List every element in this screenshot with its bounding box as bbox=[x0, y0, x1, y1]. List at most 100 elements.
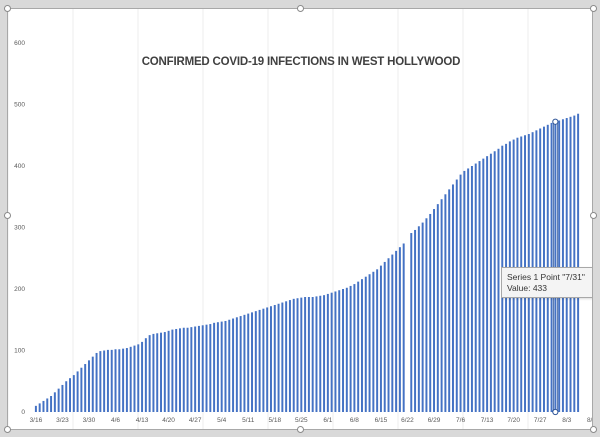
bar[interactable] bbox=[197, 325, 200, 412]
bar[interactable] bbox=[379, 265, 382, 412]
resize-handle-bottom-left[interactable] bbox=[4, 426, 11, 433]
bar[interactable] bbox=[429, 213, 432, 412]
bar[interactable] bbox=[319, 295, 322, 412]
bar[interactable] bbox=[326, 293, 329, 412]
selection-handle[interactable] bbox=[552, 118, 559, 125]
bar[interactable] bbox=[285, 301, 288, 412]
bar[interactable] bbox=[163, 332, 166, 412]
bar[interactable] bbox=[391, 254, 394, 412]
bar[interactable] bbox=[76, 371, 79, 412]
bar[interactable] bbox=[383, 261, 386, 412]
bar[interactable] bbox=[110, 349, 113, 412]
bar[interactable] bbox=[182, 327, 185, 412]
bar[interactable] bbox=[292, 298, 295, 412]
resize-handle-top-right[interactable] bbox=[590, 5, 597, 12]
bar[interactable] bbox=[402, 243, 405, 412]
bar[interactable] bbox=[220, 321, 223, 412]
bar[interactable] bbox=[364, 276, 367, 412]
bar[interactable] bbox=[80, 367, 83, 412]
bar[interactable] bbox=[103, 350, 106, 413]
bar[interactable] bbox=[114, 349, 117, 412]
bar[interactable] bbox=[273, 304, 276, 412]
bar[interactable] bbox=[269, 306, 272, 412]
bar[interactable] bbox=[414, 229, 417, 412]
bar[interactable] bbox=[387, 258, 390, 412]
bar[interactable] bbox=[160, 332, 162, 412]
bar[interactable] bbox=[243, 314, 246, 412]
bar[interactable] bbox=[410, 233, 413, 412]
bar[interactable] bbox=[251, 312, 253, 412]
resize-handle-top-middle[interactable] bbox=[297, 5, 304, 12]
bar[interactable] bbox=[228, 319, 231, 412]
bar[interactable] bbox=[53, 392, 56, 412]
bar[interactable] bbox=[156, 333, 159, 412]
bar[interactable] bbox=[338, 290, 341, 412]
bar[interactable] bbox=[133, 345, 136, 412]
bar[interactable] bbox=[489, 153, 492, 412]
bar[interactable] bbox=[239, 316, 242, 412]
bar[interactable] bbox=[137, 344, 140, 412]
bar[interactable] bbox=[357, 281, 360, 412]
resize-handle-top-left[interactable] bbox=[4, 5, 11, 12]
bar[interactable] bbox=[190, 327, 193, 412]
bar[interactable] bbox=[421, 222, 424, 412]
bar[interactable] bbox=[360, 279, 363, 412]
bar[interactable] bbox=[497, 148, 500, 412]
bar[interactable] bbox=[288, 300, 291, 412]
bar[interactable] bbox=[201, 325, 204, 412]
resize-handle-bottom-middle[interactable] bbox=[297, 426, 304, 433]
bar[interactable] bbox=[281, 302, 284, 412]
bar[interactable] bbox=[296, 298, 299, 412]
bar[interactable] bbox=[463, 170, 466, 412]
resize-handle-bottom-right[interactable] bbox=[590, 426, 597, 433]
bar[interactable] bbox=[349, 285, 352, 412]
bar[interactable] bbox=[436, 204, 439, 412]
bar[interactable] bbox=[57, 388, 60, 412]
bar[interactable] bbox=[577, 113, 580, 412]
bar[interactable] bbox=[205, 324, 208, 412]
bar[interactable] bbox=[84, 364, 87, 412]
bar[interactable] bbox=[42, 400, 45, 412]
bar[interactable] bbox=[118, 349, 121, 412]
bar[interactable] bbox=[345, 287, 348, 412]
bar[interactable] bbox=[467, 168, 470, 412]
bar[interactable] bbox=[334, 291, 337, 412]
bar[interactable] bbox=[417, 226, 420, 412]
bar[interactable] bbox=[372, 271, 375, 412]
bar[interactable] bbox=[122, 348, 125, 412]
bar[interactable] bbox=[178, 328, 181, 412]
bar[interactable] bbox=[65, 381, 68, 412]
bar[interactable] bbox=[38, 403, 41, 412]
bar[interactable] bbox=[46, 398, 49, 412]
bar[interactable] bbox=[304, 297, 307, 412]
bar[interactable] bbox=[561, 119, 564, 412]
bar[interactable] bbox=[368, 274, 371, 412]
bar[interactable] bbox=[440, 199, 443, 412]
bar[interactable] bbox=[99, 351, 102, 412]
bar[interactable] bbox=[216, 322, 219, 412]
bar[interactable] bbox=[448, 189, 451, 412]
bar[interactable] bbox=[342, 289, 345, 412]
bar[interactable] bbox=[569, 116, 572, 413]
bar[interactable] bbox=[277, 303, 280, 412]
bar[interactable] bbox=[307, 297, 310, 412]
bar[interactable] bbox=[148, 335, 151, 413]
bar[interactable] bbox=[474, 163, 477, 412]
bar[interactable] bbox=[558, 120, 561, 413]
bar[interactable] bbox=[247, 313, 250, 412]
bar[interactable] bbox=[254, 311, 257, 412]
bar[interactable] bbox=[444, 194, 447, 412]
bar[interactable] bbox=[451, 184, 454, 412]
bar[interactable] bbox=[141, 341, 144, 412]
bar[interactable] bbox=[573, 115, 576, 412]
bar[interactable] bbox=[194, 326, 197, 412]
resize-handle-middle-right[interactable] bbox=[590, 212, 597, 219]
bar[interactable] bbox=[175, 328, 178, 412]
bar[interactable] bbox=[376, 269, 379, 412]
bar[interactable] bbox=[300, 297, 303, 412]
bar[interactable] bbox=[395, 250, 398, 412]
bar[interactable] bbox=[69, 378, 71, 412]
bar[interactable] bbox=[266, 307, 269, 412]
bar[interactable] bbox=[129, 346, 132, 412]
bar[interactable] bbox=[425, 218, 428, 412]
